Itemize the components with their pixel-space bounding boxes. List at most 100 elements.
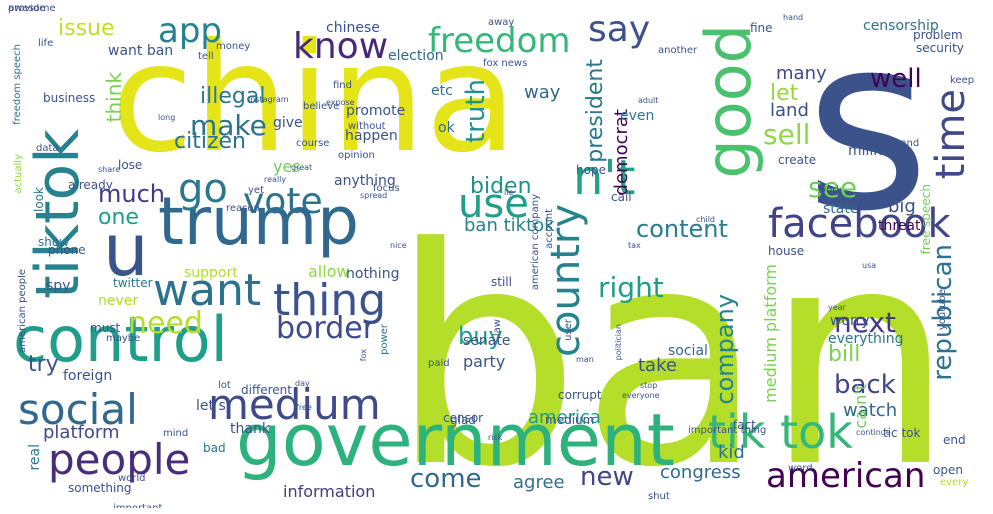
- word-freedom-speech: freedom speech: [12, 44, 23, 125]
- word-give: give: [273, 115, 303, 131]
- word-etc: etc: [431, 83, 453, 99]
- word-word: word: [788, 463, 813, 474]
- word-cloud: ban china s government trump control tiktok goo…: [8, 4, 982, 508]
- word-house: house: [768, 244, 805, 258]
- word-issue: issue: [58, 16, 115, 41]
- word-right: right: [598, 271, 664, 304]
- word-kid: kid: [718, 442, 745, 463]
- word-expose: expose: [326, 98, 355, 107]
- word-reason: reason: [226, 203, 260, 214]
- word-important: important: [113, 504, 162, 509]
- word-show: show: [38, 235, 70, 249]
- word-content: content: [636, 215, 728, 243]
- word-child: child: [696, 215, 715, 224]
- word-agree: agree: [513, 472, 565, 493]
- word-go: go: [178, 166, 228, 212]
- word-medium: medium: [208, 380, 381, 429]
- word-lie: lie: [504, 188, 514, 197]
- word-phone: phone: [48, 243, 86, 257]
- word-awesome: awesome: [8, 4, 56, 14]
- word-make: make: [190, 109, 267, 142]
- word-even: even: [620, 108, 655, 124]
- word-problem: problem: [913, 28, 963, 42]
- word-much: much: [98, 180, 165, 208]
- word-facebook: facebook: [768, 201, 951, 247]
- word-tiktok: tiktok: [23, 129, 93, 299]
- word-away: away: [488, 17, 515, 28]
- word-end: end: [943, 433, 966, 447]
- word-medium-platform: medium platform: [761, 264, 780, 403]
- word-people: people: [48, 435, 191, 484]
- word-anything: anything: [334, 173, 396, 189]
- word-congress: congress: [660, 462, 741, 483]
- word-life: life: [38, 38, 54, 49]
- word-work: work: [818, 185, 843, 196]
- word-big: big: [888, 196, 916, 217]
- word-good: good: [692, 24, 765, 179]
- word-understand: understand: [862, 138, 920, 149]
- word-ban-tiktok: ban tiktok: [464, 215, 555, 236]
- word-every: every: [940, 477, 969, 488]
- word-hope: hope: [576, 163, 606, 177]
- word-really: really: [264, 175, 287, 184]
- word-see: see: [808, 171, 858, 204]
- word-election: election: [388, 48, 444, 64]
- word-want: want: [153, 265, 262, 316]
- word-find: find: [333, 80, 352, 91]
- word-next: next: [834, 306, 897, 339]
- word-time: time: [928, 89, 974, 180]
- word-adult: adult: [638, 96, 659, 105]
- word-free: free: [296, 403, 312, 412]
- word-app: app: [158, 11, 222, 51]
- word-business: business: [43, 91, 96, 105]
- word-continue: continue: [856, 428, 891, 437]
- word-tax: tax: [628, 241, 641, 250]
- word-lot: lot: [218, 380, 231, 391]
- word-already: already: [68, 178, 113, 192]
- word-freedom: freedom: [428, 21, 571, 61]
- word-medium: medium: [545, 413, 595, 427]
- word-worry: worry: [830, 313, 870, 329]
- word-fine: fine: [750, 21, 773, 35]
- word-ca-n-t: ca n't: [851, 384, 870, 429]
- word-president: president: [583, 59, 608, 163]
- word-bill: bill: [828, 342, 861, 367]
- word-money: money: [216, 41, 251, 52]
- word-support: support: [184, 265, 238, 281]
- word-allow: allow: [308, 262, 350, 281]
- word-law: law: [492, 319, 503, 337]
- word-world: world: [118, 473, 146, 484]
- word-keep: keep: [950, 75, 975, 86]
- word-yet: yet: [248, 185, 264, 196]
- word-spy: spy: [46, 278, 71, 294]
- word-american-people: american people: [17, 269, 28, 353]
- word-china: china: [111, 12, 518, 186]
- word-platform: platform: [43, 422, 120, 443]
- word-new: new: [580, 462, 634, 492]
- word-opinion: opinion: [338, 150, 375, 161]
- word-everyone: everyone: [622, 391, 660, 400]
- word-thank: thank: [230, 421, 270, 437]
- word-never: never: [98, 293, 139, 309]
- word-twitter: twitter: [113, 276, 153, 290]
- word-government: government: [236, 398, 675, 482]
- word-year: year: [828, 303, 846, 312]
- word-trump: trump: [158, 183, 360, 260]
- word-take: take: [638, 355, 677, 376]
- word-data: data: [36, 143, 59, 154]
- word-say: say: [588, 9, 651, 50]
- word-fox-news: fox news: [483, 58, 528, 69]
- word-power: power: [379, 324, 390, 355]
- word-usa: usa: [862, 261, 877, 270]
- word-stop: stop: [640, 381, 658, 390]
- word-long: long: [158, 113, 176, 122]
- word-bad: bad: [203, 441, 226, 455]
- word-glad: glad: [450, 413, 476, 427]
- word-censor: censor: [443, 411, 484, 425]
- word-come: come: [410, 464, 482, 494]
- word-something: something: [68, 481, 132, 495]
- word-maybe: maybe: [106, 333, 141, 344]
- word-illegal: illegal: [200, 84, 266, 109]
- word-biden: biden: [470, 174, 532, 199]
- word-company: company: [711, 294, 739, 405]
